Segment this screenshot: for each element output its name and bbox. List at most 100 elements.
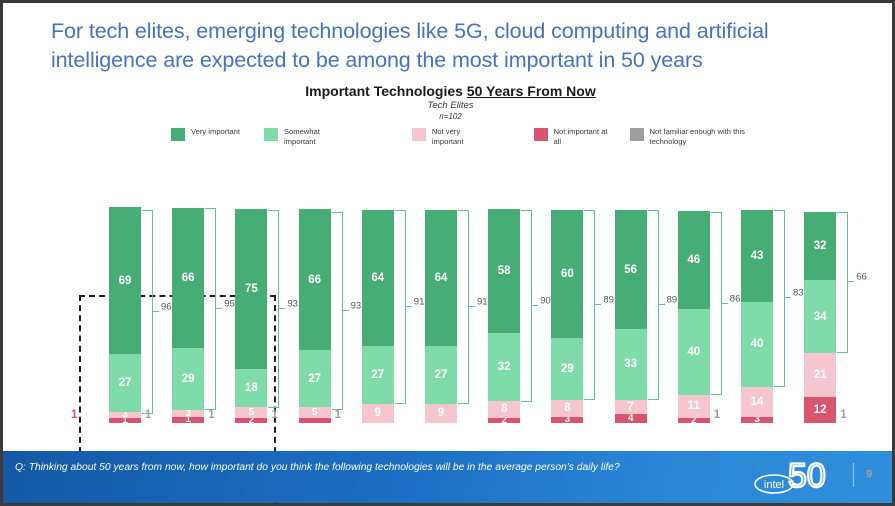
bar-segment-somewhat[interactable]: 27: [361, 346, 394, 404]
bar-segment-notvery[interactable]: 5: [298, 407, 331, 418]
page-title: For tech elites, emerging technologies l…: [51, 19, 769, 72]
bar-segment-very[interactable]: 75: [235, 209, 268, 370]
bar-segment-very[interactable]: 56: [614, 210, 647, 330]
bar-segment-somewhat[interactable]: 18: [235, 369, 268, 408]
bar-segment-somewhat[interactable]: 27: [298, 349, 331, 408]
chart-title-underline: 50 Years From Now: [466, 83, 596, 99]
legend-item-not-important-at-all: Not important at all: [533, 127, 608, 147]
bar-segment-notvery[interactable]: 7: [614, 399, 647, 415]
bar-column[interactable]: 60298389Computers: [527, 153, 614, 423]
bar-stack[interactable]: 583282: [488, 209, 521, 423]
bar-stack[interactable]: 43 40 14 3: [741, 210, 773, 423]
top2box-bracket-tick: [595, 303, 602, 305]
bar-column[interactable]: 6427991Gene Therapy: [401, 153, 488, 423]
bar-segment-somewhat[interactable]: 40: [741, 301, 773, 387]
bar-segment-very[interactable]: 32: [804, 212, 837, 281]
bar-segment-notvery[interactable]: 11: [677, 394, 710, 418]
legend-swatch-icon: [171, 128, 185, 141]
bar-segment-very[interactable]: 46: [677, 211, 710, 310]
bar-stack[interactable]: 64 27 9: [361, 210, 394, 423]
bar-column[interactable]: 66275931Artificial Intelligence: [275, 153, 361, 423]
top2box-bracket: [205, 207, 217, 411]
bar-segment-notvery[interactable]: 8: [488, 400, 521, 418]
bar-stack[interactable]: 692731: [109, 207, 141, 423]
bar-column[interactable]: 434014383Drones: [717, 153, 804, 423]
bar-segment-notvery[interactable]: 3: [172, 410, 205, 417]
bar-segment-somewhat[interactable]: 29: [551, 337, 584, 400]
bar-segment-very[interactable]: 60: [551, 210, 584, 338]
bar-segment-somewhat[interactable]: 40: [677, 309, 710, 395]
bar-column[interactable]: 56337489Autonomous Vehicles: [591, 153, 677, 423]
bar-stack[interactable]: 66 27 5: [298, 209, 331, 423]
bar-segment-very[interactable]: 64: [425, 210, 457, 347]
bar-segment-notatall[interactable]: 2: [488, 418, 521, 423]
bar-segment-notatall[interactable]: 1: [109, 418, 141, 423]
bar-segment-notatall[interactable]: 3: [551, 416, 584, 423]
bar-segment-notatall[interactable]: 3: [741, 416, 773, 423]
top2box-bracket-tick: [279, 308, 286, 310]
bar-segment-somewhat[interactable]: 27: [425, 346, 457, 404]
bar-segment-notvery[interactable]: 3: [109, 411, 141, 418]
top2box-bracket: [584, 210, 596, 400]
bar-segment-notvery[interactable]: 21: [804, 352, 837, 398]
bar-segment-very[interactable]: 64: [361, 210, 394, 347]
bar-segment-notatall[interactable]: 12: [804, 397, 837, 423]
top2box-bracket-tick: [658, 303, 665, 305]
not-familiar-value-label: 1: [271, 409, 278, 421]
bar-column[interactable]: 6427991Smart home technology: [338, 153, 424, 423]
not-familiar-value-label: 1: [208, 409, 215, 421]
bar-column[interactable]: 6629319515G technology and networks: [148, 153, 235, 423]
top2box-value-label: 90: [540, 295, 551, 307]
bar-stack[interactable]: 32 34 21 12: [804, 212, 837, 423]
bar-segment-somewhat[interactable]: 29: [172, 348, 205, 411]
bar-segment-very[interactable]: 58: [488, 209, 521, 333]
bar-stack[interactable]: 66 29 3 1: [172, 207, 205, 423]
chart-title-plain: Important Technologies: [305, 83, 467, 99]
top2box-bracket-tick: [532, 304, 539, 306]
bar-segment-notvery[interactable]: 8: [551, 399, 584, 417]
bar-column[interactable]: 6927319611Smartphones: [71, 153, 172, 423]
bar-stack[interactable]: 64 27 9: [425, 210, 457, 423]
bar-stack[interactable]: 60 29 8 3: [551, 210, 584, 423]
bar-segment-somewhat[interactable]: 34: [804, 280, 837, 353]
bar-column[interactable]: 751852931Cloud Computing: [211, 153, 298, 423]
bar-stack[interactable]: 4640112: [677, 211, 710, 423]
bar-segment-very[interactable]: 66: [298, 209, 331, 350]
bar-column[interactable]: 58328290Wearables: [464, 153, 551, 423]
bar-column[interactable]: 32342112661Gaming: [780, 153, 867, 423]
top2box-bracket: [837, 212, 849, 353]
top2box-value-label: 86: [729, 293, 741, 305]
legend-item-very-important: Very important: [171, 127, 240, 141]
bar-segment-notatall[interactable]: [298, 418, 331, 423]
bar-segment-notvery[interactable]: 5: [235, 407, 268, 418]
top2box-value-label: 93: [350, 300, 362, 312]
bar-segment-notvery[interactable]: 9: [361, 403, 394, 423]
top2box-value-label: 66: [856, 271, 867, 283]
legend-item-somewhat-important: Somewhat important: [263, 127, 320, 147]
bar-segment-very[interactable]: 43: [741, 210, 773, 302]
top2box-bracket: [647, 210, 659, 400]
bar-column[interactable]: 4640112861Virtual, Augmented and/or Mixe…: [654, 153, 740, 423]
slide-footer: Q: Thinking about 50 years from now, how…: [3, 451, 892, 503]
bar-segment-very[interactable]: 69: [109, 207, 141, 355]
bar-segment-notvery[interactable]: 9: [425, 403, 457, 423]
bar-segment-somewhat[interactable]: 27: [109, 354, 141, 412]
top2box-bracket: [521, 210, 533, 402]
top2box-bracket: [458, 210, 469, 404]
bar-stack[interactable]: 56 33 7 4: [614, 210, 647, 423]
bar-segment-notatall[interactable]: 1: [172, 416, 205, 423]
footer-divider: [853, 463, 854, 487]
bar-segment-notatall[interactable]: 2: [235, 418, 268, 423]
bar-segment-notatall[interactable]: 4: [614, 414, 647, 423]
bar-stack[interactable]: 751852: [235, 209, 268, 423]
top2box-bracket-tick: [405, 305, 412, 307]
top2box-value-label: 95: [224, 298, 235, 310]
bar-segment-somewhat[interactable]: 33: [614, 329, 647, 400]
bar-segment-very[interactable]: 66: [172, 207, 205, 349]
bar-segment-somewhat[interactable]: 32: [488, 332, 521, 401]
page-number: 9: [866, 469, 872, 480]
legend-item-not-familiar: Not familiar enough with this technology: [629, 127, 745, 147]
bar-segment-notatall[interactable]: 2: [677, 418, 710, 423]
bar-segment-notvery[interactable]: 14: [741, 386, 773, 417]
